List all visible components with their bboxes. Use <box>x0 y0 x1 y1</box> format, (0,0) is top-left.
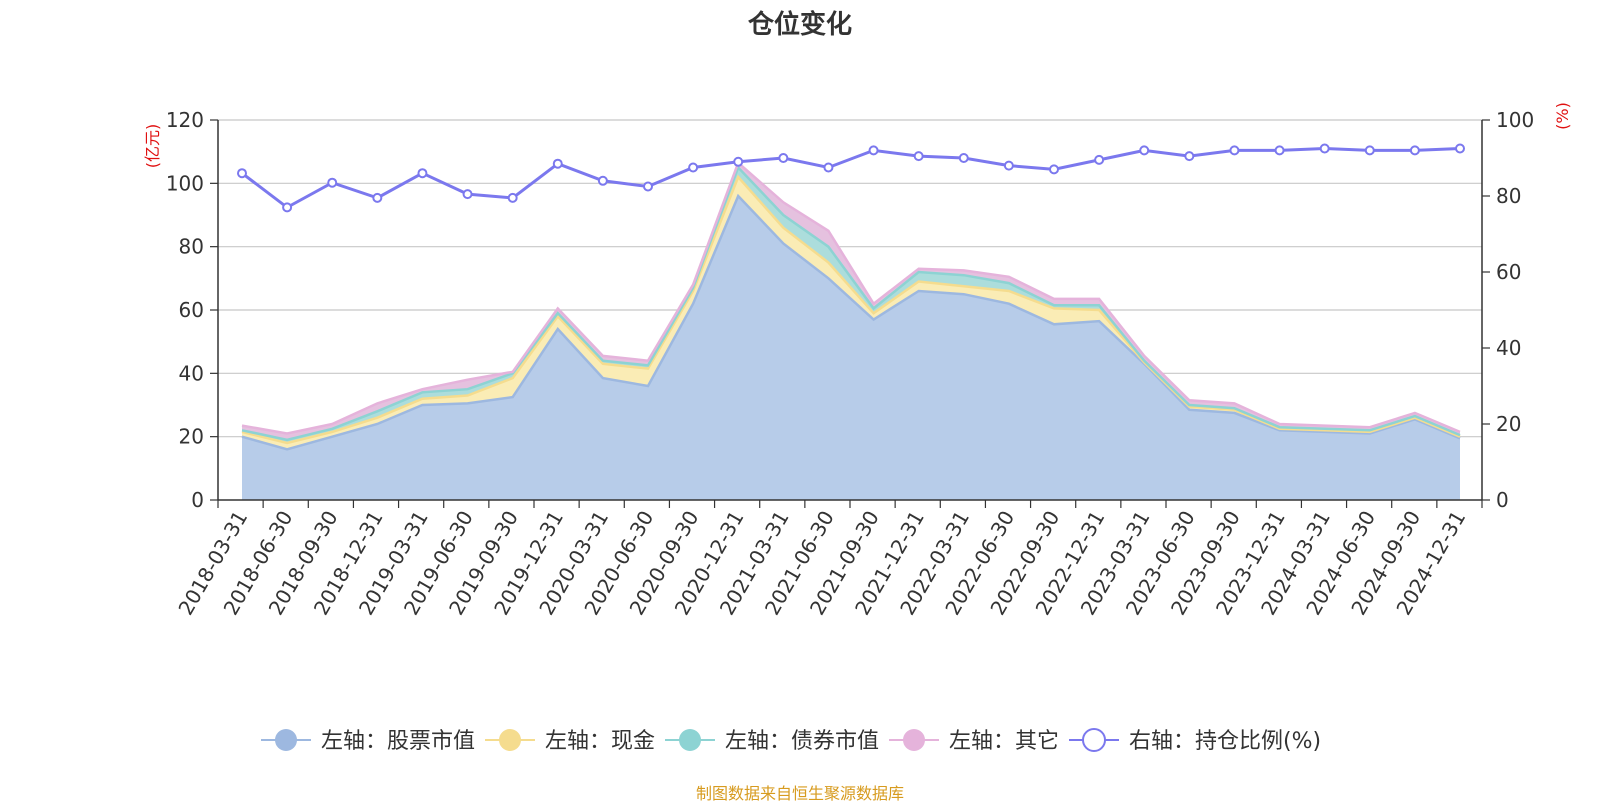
ratio-point[interactable] <box>597 175 608 186</box>
legend-label: 左轴：其它 <box>949 729 1059 754</box>
legend-label: 右轴：持仓比例(%) <box>1129 729 1321 754</box>
ratio-point[interactable] <box>958 153 969 163</box>
ratio-point[interactable] <box>237 168 247 179</box>
legend-item[interactable]: 左轴：现金 <box>485 729 655 754</box>
legend-marker <box>499 729 521 751</box>
legend-item[interactable]: 左轴：债券市值 <box>665 729 879 754</box>
ratio-point[interactable] <box>778 153 789 163</box>
data-source-note: 制图数据来自恒生聚源数据库 <box>695 784 904 803</box>
chart-title: 仓位变化 <box>747 10 852 40</box>
ratio-point[interactable] <box>1455 143 1465 154</box>
ratio-line <box>241 146 1461 210</box>
ratio-line-layer <box>237 143 1465 213</box>
ratio-point[interactable] <box>1003 160 1014 171</box>
ratio-point[interactable] <box>1364 145 1375 156</box>
left-tick-label: 80 <box>179 235 204 259</box>
ratio-point[interactable] <box>1184 151 1195 162</box>
ratio-point[interactable] <box>1319 143 1330 154</box>
ratio-point[interactable] <box>1094 154 1105 165</box>
right-tick-label: 20 <box>1496 412 1521 436</box>
legend-marker <box>679 729 701 751</box>
ratio-point[interactable] <box>823 162 834 173</box>
ratio-point[interactable] <box>417 168 428 179</box>
left-tick-label: 60 <box>179 298 204 322</box>
legend-item[interactable]: 左轴：股票市值 <box>261 729 475 754</box>
right-tick-label: 60 <box>1496 260 1521 284</box>
area-layers <box>241 160 1461 500</box>
right-tick-label: 80 <box>1496 184 1521 208</box>
ratio-point[interactable] <box>1274 145 1285 156</box>
legend-item[interactable]: 左轴：其它 <box>889 729 1059 754</box>
legend-marker <box>275 729 297 751</box>
legend[interactable]: 左轴：股票市值 左轴：现金 左轴：债券市值 左轴：其它 右轴：持仓比例(%) <box>261 728 1321 754</box>
left-tick-label: 0 <box>191 488 204 512</box>
legend-marker <box>903 729 925 751</box>
ratio-point[interactable] <box>1049 164 1059 175</box>
ratio-point[interactable] <box>643 181 653 192</box>
ratio-point[interactable] <box>868 145 879 156</box>
left-tick-label: 120 <box>166 108 204 132</box>
left-tick-label: 20 <box>179 425 204 449</box>
ratio-point[interactable] <box>913 151 924 162</box>
left-tick-label: 40 <box>179 361 204 385</box>
right-unit-label: (%) <box>1553 102 1572 130</box>
right-tick-label: 100 <box>1496 108 1534 132</box>
ratio-point[interactable] <box>1139 145 1150 156</box>
ratio-point[interactable] <box>1229 145 1240 156</box>
ratio-point[interactable] <box>552 158 563 169</box>
ratio-point[interactable] <box>507 192 518 203</box>
right-tick-label: 0 <box>1496 488 1509 512</box>
ratio-point[interactable] <box>282 202 293 213</box>
area-line-左轴：债券市值 <box>241 165 1461 442</box>
ratio-point[interactable] <box>733 156 744 167</box>
ratio-point[interactable] <box>688 162 699 173</box>
left-unit-label: (亿元) <box>143 124 162 169</box>
right-tick-label: 40 <box>1496 336 1521 360</box>
legend-marker <box>1082 728 1106 752</box>
legend-item[interactable]: 右轴：持仓比例(%) <box>1069 728 1321 754</box>
ratio-point[interactable] <box>372 192 383 203</box>
ratio-point[interactable] <box>462 189 473 200</box>
legend-label: 左轴：股票市值 <box>321 729 475 754</box>
ratio-point[interactable] <box>327 177 338 188</box>
area-line-左轴：现金 <box>241 174 1461 445</box>
area-fill-左轴：股票市值 <box>242 196 1460 500</box>
area-line-左轴：其它 <box>241 160 1461 435</box>
legend-label: 左轴：现金 <box>545 729 655 754</box>
area-line-左轴：股票市值 <box>241 193 1461 451</box>
legend-label: 左轴：债券市值 <box>725 729 879 754</box>
ratio-point[interactable] <box>1409 145 1420 156</box>
left-tick-label: 100 <box>166 171 204 195</box>
